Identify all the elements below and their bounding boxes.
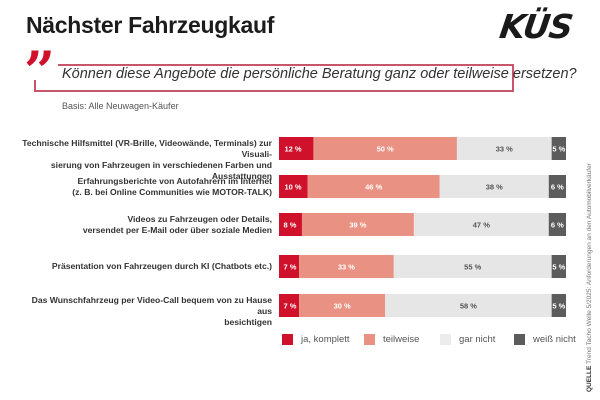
legend-item-weiss_nicht: weiß nicht: [514, 334, 576, 345]
source-text: Trend Tacho Welle 5/2025: Anforderungen …: [586, 163, 593, 364]
category-label-line: Das Wunschfahrzeug per Video-Call bequem…: [31, 294, 272, 316]
data-label: 10 %: [284, 183, 301, 192]
data-label: 33 %: [338, 263, 355, 272]
data-label: 33 %: [496, 145, 513, 154]
data-label: 12 %: [284, 145, 301, 154]
category-label-line: (z. B. bei Online Communities wie MOTOR-…: [72, 186, 272, 197]
category-label-line: Präsentation von Fahrzeugen durch KI (Ch…: [51, 261, 272, 271]
legend-swatch: [282, 334, 293, 345]
bar-segment-teilweise: [307, 175, 440, 198]
bar-segment-teilweise: [299, 294, 386, 317]
data-label: 39 %: [349, 221, 366, 230]
data-label: 46 %: [365, 183, 382, 192]
bar-segment-gar_nicht: [413, 213, 549, 236]
category-label-line: Technische Hilfsmittel (VR-Brille, Video…: [22, 137, 272, 159]
legend-label: ja, komplett: [301, 334, 350, 345]
category-label-line: Videos zu Fahrzeugen oder Details,: [127, 213, 272, 224]
legend-label: teilweise: [383, 334, 420, 345]
legend-item-ja_komplett: ja, komplett: [282, 334, 350, 345]
category-label-line: besichtigen: [224, 316, 272, 327]
legend-swatch: [514, 334, 525, 345]
bar-segment-ja_komplett: [279, 175, 308, 198]
data-label: 6 %: [551, 221, 564, 230]
data-label: 7 %: [284, 302, 297, 311]
data-label: 38 %: [486, 183, 503, 192]
bar-segment-weiss_nicht: [548, 213, 566, 236]
legend-swatch: [364, 334, 375, 345]
bar-segment-gar_nicht: [393, 255, 552, 278]
legend-swatch: [440, 334, 451, 345]
data-label: 7 %: [284, 263, 297, 272]
bar-segment-gar_nicht: [456, 137, 552, 160]
source-note: QUELLE Trend Tacho Welle 5/2025: Anforde…: [586, 163, 593, 392]
category-label: Präsentation von Fahrzeugen durch KI (Ch…: [22, 261, 272, 272]
source-label: QUELLE: [586, 365, 593, 392]
bar-segment-ja_komplett: [279, 137, 314, 160]
data-label: 5 %: [552, 145, 565, 154]
bar-segment-ja_komplett: [279, 213, 302, 236]
bar-segment-gar_nicht: [385, 294, 552, 317]
page-title: Nächster Fahrzeugkauf: [26, 12, 275, 38]
bar-segment-teilweise: [313, 137, 457, 160]
category-label: Videos zu Fahrzeugen oder Details, versen…: [22, 214, 272, 236]
data-label: 47 %: [473, 221, 490, 230]
data-label: 50 %: [377, 145, 394, 154]
survey-question: Können diese Angebote die persönliche Be…: [62, 66, 577, 82]
legend-label: gar nicht: [459, 334, 496, 345]
legend-item-teilweise: teilweise: [364, 334, 419, 345]
category-label: Technische Hilfsmittel (VR-Brille, Video…: [22, 138, 272, 182]
bar-segment-weiss_nicht: [551, 294, 566, 317]
question-frame: [34, 64, 514, 92]
bar-segment-weiss_nicht: [548, 175, 566, 198]
data-label: 58 %: [460, 302, 477, 311]
basis-note: Basis: Alle Neuwagen-Käufer: [62, 101, 179, 111]
data-label: 6 %: [551, 183, 564, 192]
data-label: 8 %: [284, 221, 297, 230]
data-label: 5 %: [552, 302, 565, 311]
bar-segment-gar_nicht: [439, 175, 549, 198]
data-label: 30 %: [334, 302, 351, 311]
category-label-line: versendet per E-Mail oder über soziale M…: [82, 224, 272, 235]
quote-icon: ”: [24, 39, 56, 103]
bar-segment-weiss_nicht: [551, 255, 566, 278]
data-label: 5 %: [552, 263, 565, 272]
category-label-line: sierung von Fahrzeugen in verschiedenen …: [50, 159, 272, 181]
category-label: Erfahrungsberichte von Autofahrern im In…: [22, 176, 272, 198]
bar-segment-weiss_nicht: [551, 137, 566, 160]
legend-label: weiß nicht: [533, 334, 576, 345]
legend-item-gar_nicht: gar nicht: [440, 334, 495, 345]
category-label: Das Wunschfahrzeug per Video-Call bequem…: [22, 295, 272, 328]
data-label: 55 %: [464, 263, 481, 272]
bar-segment-ja_komplett: [279, 255, 300, 278]
bar-segment-ja_komplett: [279, 294, 300, 317]
bar-segment-teilweise: [301, 213, 414, 236]
bar-segment-teilweise: [299, 255, 394, 278]
category-label-line: Erfahrungsberichte von Autofahrern im In…: [77, 175, 273, 186]
